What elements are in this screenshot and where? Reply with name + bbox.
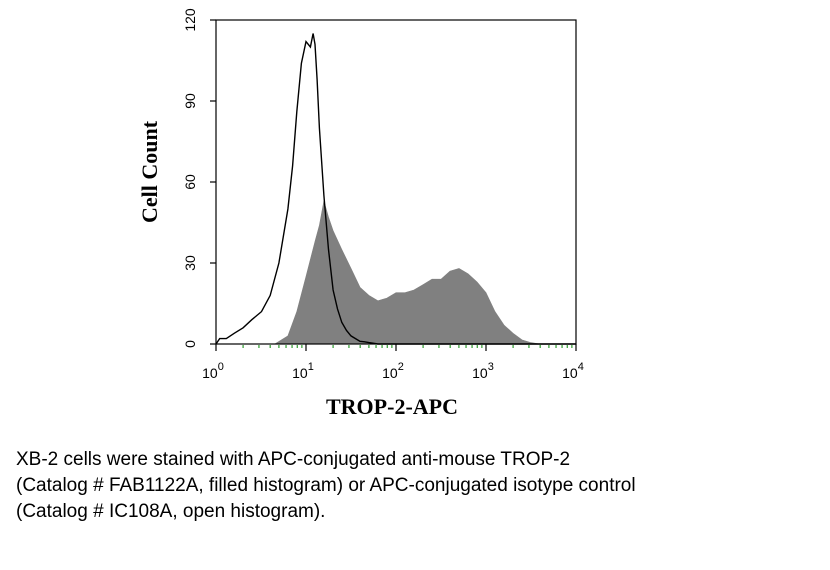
caption-line: (Catalog # IC108A, open histogram).	[16, 501, 326, 522]
x-tick-label: 104	[562, 361, 584, 381]
y-tick-label: 30	[182, 255, 198, 271]
y-tick-label: 90	[182, 93, 198, 109]
x-tick-label: 103	[472, 361, 494, 381]
y-tick-label: 60	[182, 174, 198, 190]
plot-area	[216, 20, 576, 344]
y-axis-title: Cell Count	[137, 120, 162, 223]
caption-line: (Catalog # FAB1122A, filled histogram) o…	[16, 475, 636, 496]
x-tick-label: 102	[382, 361, 404, 381]
x-tick-label: 100	[202, 361, 224, 381]
caption-line: XB-2 cells were stained with APC-conjuga…	[16, 449, 571, 470]
flow-cytometry-histogram: 0 30 60 90 120 100 101 102 103 104 Cell Count TRO…	[137, 8, 584, 419]
y-tick-label: 120	[182, 8, 198, 32]
x-tick-label: 101	[292, 361, 314, 381]
open-histogram-series	[215, 33, 576, 345]
filled-histogram-series	[216, 200, 576, 345]
figure-caption: XB-2 cells were stained with APC-conjuga…	[16, 447, 826, 525]
x-axis-title: TROP-2-APC	[326, 394, 458, 419]
y-tick-label: 0	[182, 340, 198, 348]
